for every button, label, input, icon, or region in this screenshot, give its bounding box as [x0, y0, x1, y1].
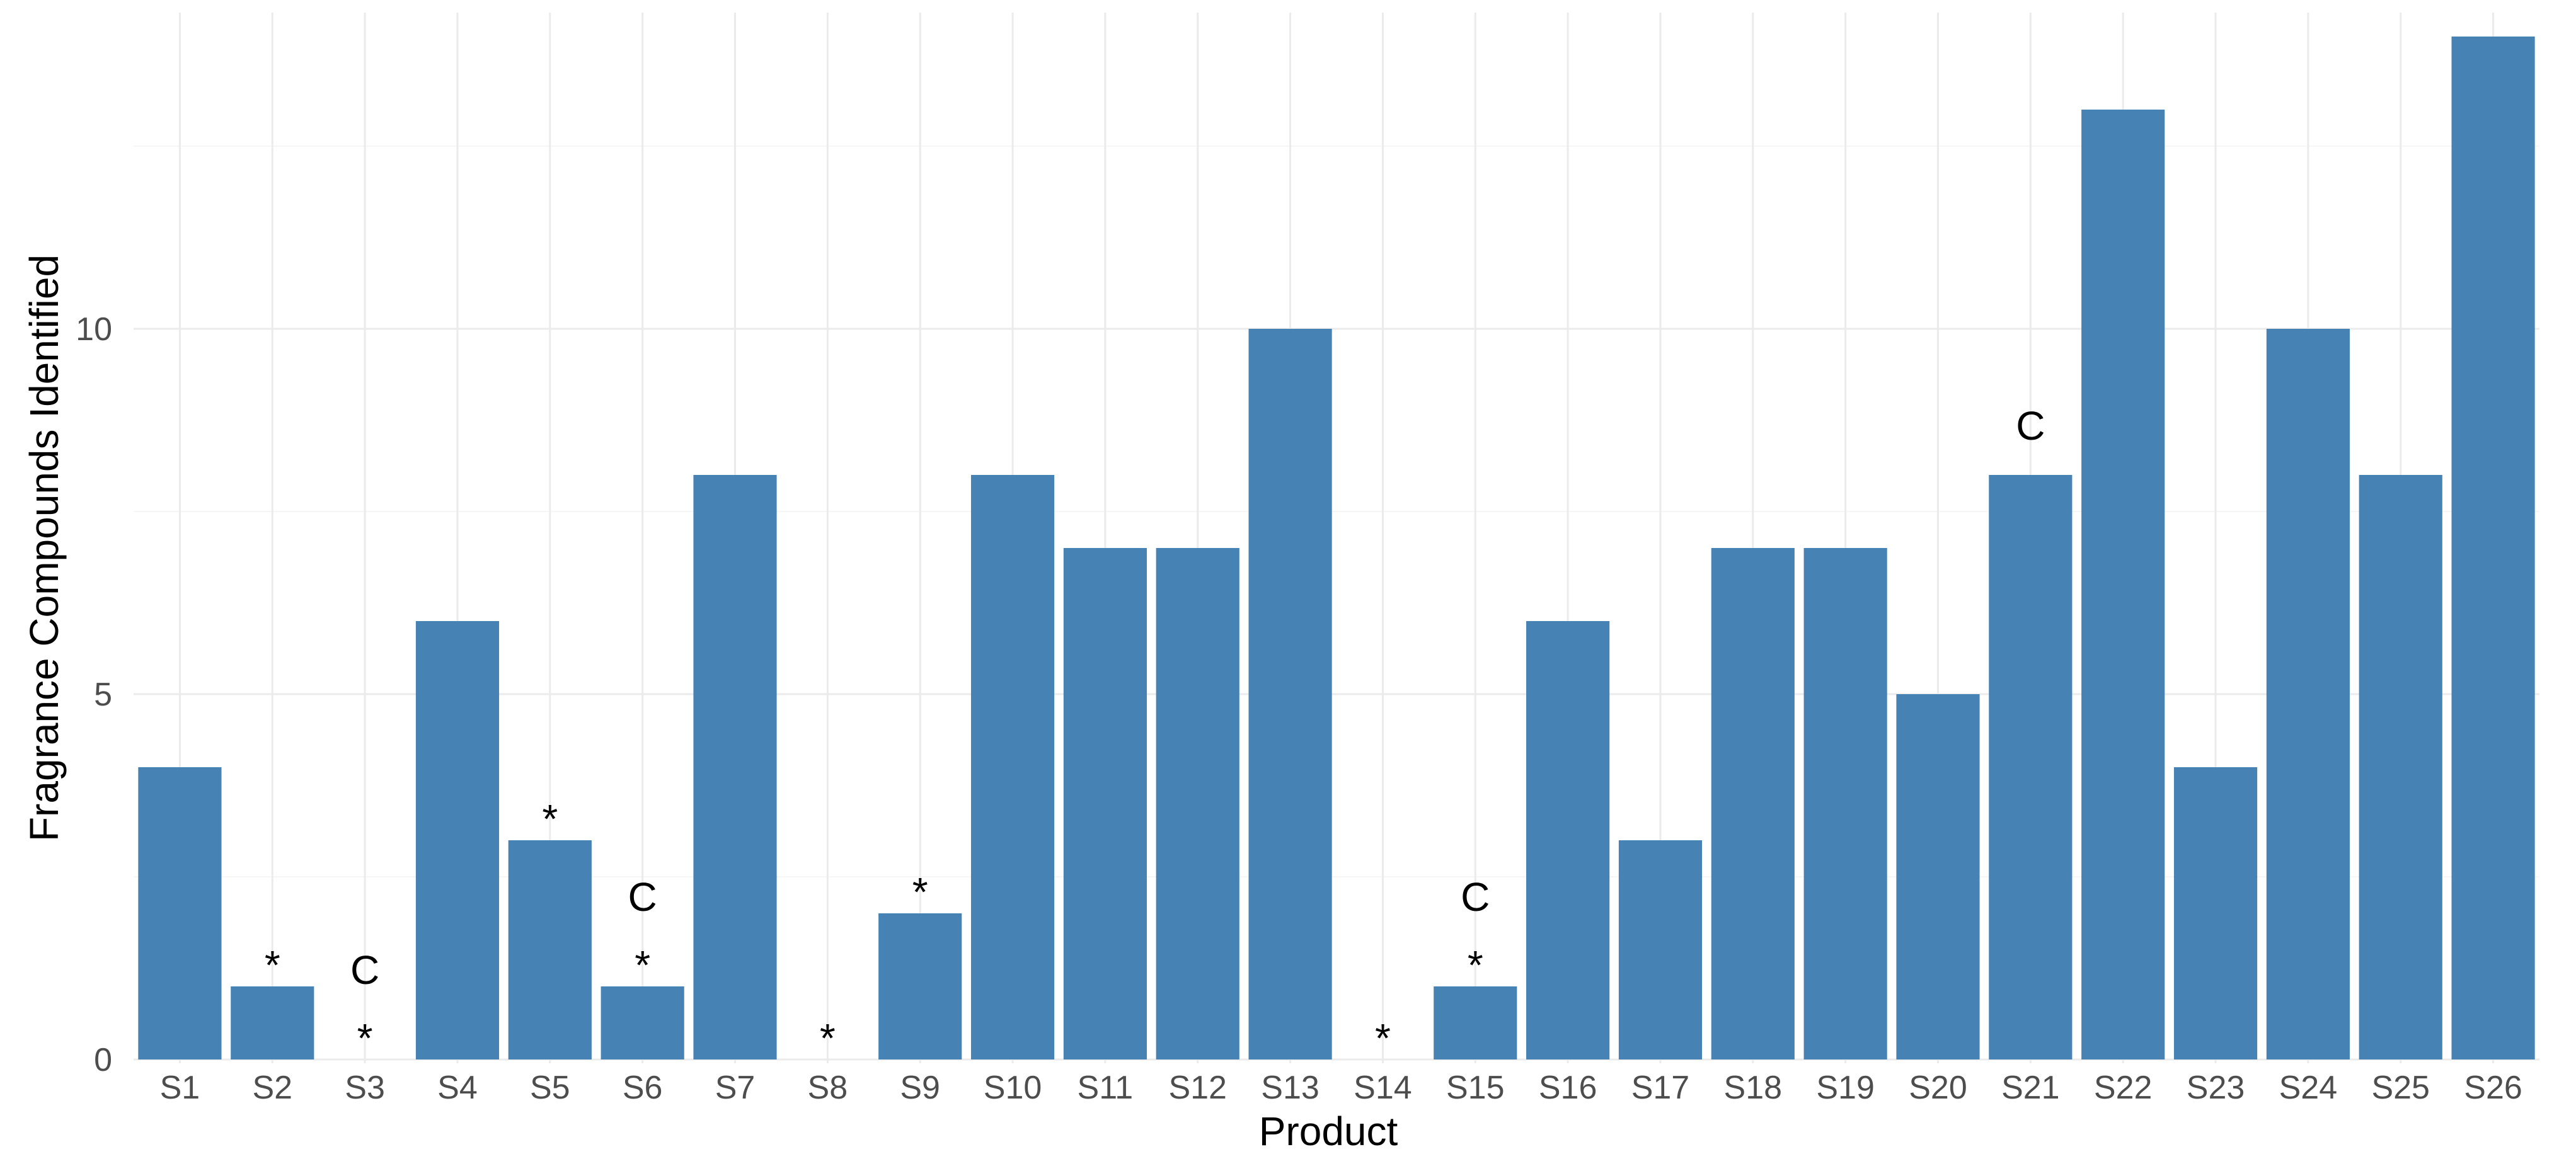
asterisk-label: *	[542, 796, 558, 842]
x-tick-label: S11	[1078, 1070, 1134, 1106]
bar-s18	[1711, 548, 1795, 1059]
bar-s22	[2081, 110, 2165, 1059]
x-tick-label: S5	[530, 1070, 570, 1106]
bar-s12	[1156, 548, 1239, 1059]
bar-annotations: * * C * * C * * * * C C	[265, 403, 2045, 1061]
x-tick-label: S2	[252, 1070, 292, 1106]
x-tick-label: S25	[2371, 1070, 2430, 1106]
bar-s15	[1434, 986, 1517, 1059]
x-tick-label: S24	[2279, 1070, 2338, 1106]
x-axis-title: Product	[1259, 1109, 1398, 1154]
x-tick-label: S14	[1354, 1070, 1412, 1106]
y-tick-label: 5	[94, 677, 112, 713]
asterisk-label: *	[635, 942, 650, 988]
bar-s1	[138, 767, 222, 1059]
x-tick-label: S4	[437, 1070, 478, 1106]
bar-s20	[1896, 694, 1980, 1059]
y-axis-title: Fragrance Compounds Identified	[21, 254, 67, 842]
x-tick-label: S21	[2001, 1070, 2060, 1106]
bar-s7	[693, 475, 777, 1059]
asterisk-label: *	[1375, 1015, 1391, 1061]
y-axis-ticks: 0 5 10	[76, 311, 112, 1078]
x-tick-label: S16	[1539, 1070, 1597, 1106]
x-tick-label: S1	[160, 1070, 200, 1106]
bar-s5	[508, 840, 592, 1059]
bar-s13	[1248, 329, 1332, 1059]
x-tick-label: S13	[1261, 1070, 1320, 1106]
asterisk-label: *	[357, 1015, 373, 1061]
x-axis-ticks: S1 S2 S3 S4 S5 S6 S7 S8 S9 S10 S11 S12 S13 S14 S15 S16 S…	[160, 1070, 2522, 1106]
x-tick-label: S19	[1816, 1070, 1875, 1106]
x-tick-label: S8	[808, 1070, 848, 1106]
bar-s16	[1526, 621, 1610, 1059]
asterisk-label: *	[912, 869, 928, 915]
asterisk-label: *	[265, 942, 280, 988]
bar-s17	[1618, 840, 1703, 1059]
bar-s9	[878, 913, 962, 1059]
c-label: C	[350, 947, 379, 993]
x-tick-label: S15	[1446, 1070, 1505, 1106]
bar-s24	[2266, 329, 2350, 1059]
x-tick-label: S17	[1631, 1070, 1690, 1106]
bar-s11	[1063, 548, 1147, 1059]
c-label: C	[2016, 403, 2045, 448]
x-tick-label: S12	[1168, 1070, 1227, 1106]
bar-s2	[231, 986, 314, 1059]
bars	[138, 37, 2535, 1059]
asterisk-label: *	[1468, 942, 1483, 988]
x-tick-label: S22	[2094, 1070, 2153, 1106]
x-tick-label: S26	[2464, 1070, 2522, 1106]
bar-s19	[1803, 548, 1887, 1059]
x-tick-label: S6	[623, 1070, 663, 1106]
x-tick-label: S10	[984, 1070, 1042, 1106]
bar-s4	[415, 621, 500, 1059]
c-label: C	[1461, 874, 1490, 920]
asterisk-label: *	[820, 1015, 836, 1061]
bar-s6	[601, 986, 684, 1059]
bar-s23	[2173, 767, 2258, 1059]
y-tick-label: 0	[94, 1042, 112, 1078]
x-tick-label: S20	[1909, 1070, 1967, 1106]
y-tick-label: 10	[76, 311, 112, 348]
x-tick-label: S7	[715, 1070, 756, 1106]
x-tick-label: S18	[1724, 1070, 1783, 1106]
bar-s10	[970, 475, 1055, 1059]
bar-s25	[2359, 475, 2442, 1059]
bar-s26	[2451, 37, 2535, 1059]
x-tick-label: S3	[345, 1070, 385, 1106]
c-label: C	[628, 874, 657, 920]
x-tick-label: S23	[2187, 1070, 2245, 1106]
bar-s21	[1989, 475, 2073, 1059]
x-tick-label: S9	[900, 1070, 940, 1106]
